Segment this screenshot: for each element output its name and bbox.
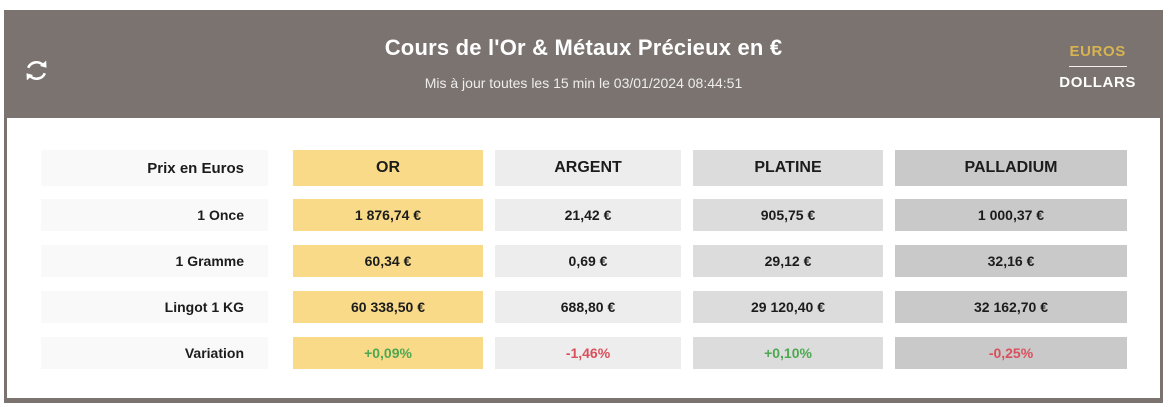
price-argent-gramme: 0,69 € [495,245,681,277]
variation-argent: -1,46% [495,337,681,369]
widget-header: Cours de l'Or & Métaux Précieux en € Mis… [7,13,1160,118]
row-label: Variation [41,337,268,369]
currency-option-euros[interactable]: EUROS [1067,39,1127,64]
prices-table: Prix en Euros OR ARGENT PLATINE PALLADIU… [7,118,1160,369]
currency-option-dollars[interactable]: DOLLARS [1057,70,1138,95]
column-header-or: OR [293,150,483,186]
price-platine-gramme: 29,12 € [693,245,883,277]
variation-or: +0,09% [293,337,483,369]
column-header-argent: ARGENT [495,150,681,186]
row-label: Lingot 1 KG [41,291,268,323]
price-or-once: 1 876,74 € [293,199,483,231]
refresh-icon [23,57,50,87]
table-row-gramme: 1 Gramme 60,34 € 0,69 € 29,12 € 32,16 € [41,245,1160,277]
header-titles: Cours de l'Or & Métaux Précieux en € Mis… [385,35,783,91]
variation-palladium: -0,25% [895,337,1127,369]
table-row-once: 1 Once 1 876,74 € 21,42 € 905,75 € 1 000… [41,199,1160,231]
corner-label: Prix en Euros [41,150,268,186]
price-palladium-gramme: 32,16 € [895,245,1127,277]
refresh-button[interactable] [21,57,51,87]
table-header-row: Prix en Euros OR ARGENT PLATINE PALLADIU… [41,150,1160,186]
price-palladium-once: 1 000,37 € [895,199,1127,231]
price-argent-once: 21,42 € [495,199,681,231]
row-label: 1 Once [41,199,268,231]
price-or-lingot: 60 338,50 € [293,291,483,323]
currency-toggle: EUROS DOLLARS [1057,39,1138,95]
column-header-platine: PLATINE [693,150,883,186]
toggle-divider [1068,66,1127,67]
price-or-gramme: 60,34 € [293,245,483,277]
gold-prices-widget: Cours de l'Or & Métaux Précieux en € Mis… [4,10,1163,403]
page-title: Cours de l'Or & Métaux Précieux en € [384,34,783,60]
row-label: 1 Gramme [41,245,268,277]
table-row-lingot: Lingot 1 KG 60 338,50 € 688,80 € 29 120,… [41,291,1160,323]
price-palladium-lingot: 32 162,70 € [895,291,1127,323]
table-row-variation: Variation +0,09% -1,46% +0,10% -0,25% [41,337,1160,369]
variation-platine: +0,10% [693,337,883,369]
price-platine-lingot: 29 120,40 € [693,291,883,323]
column-header-palladium: PALLADIUM [895,150,1127,186]
last-update-text: Mis à jour toutes les 15 min le 03/01/20… [424,74,743,91]
price-argent-lingot: 688,80 € [495,291,681,323]
price-platine-once: 905,75 € [693,199,883,231]
